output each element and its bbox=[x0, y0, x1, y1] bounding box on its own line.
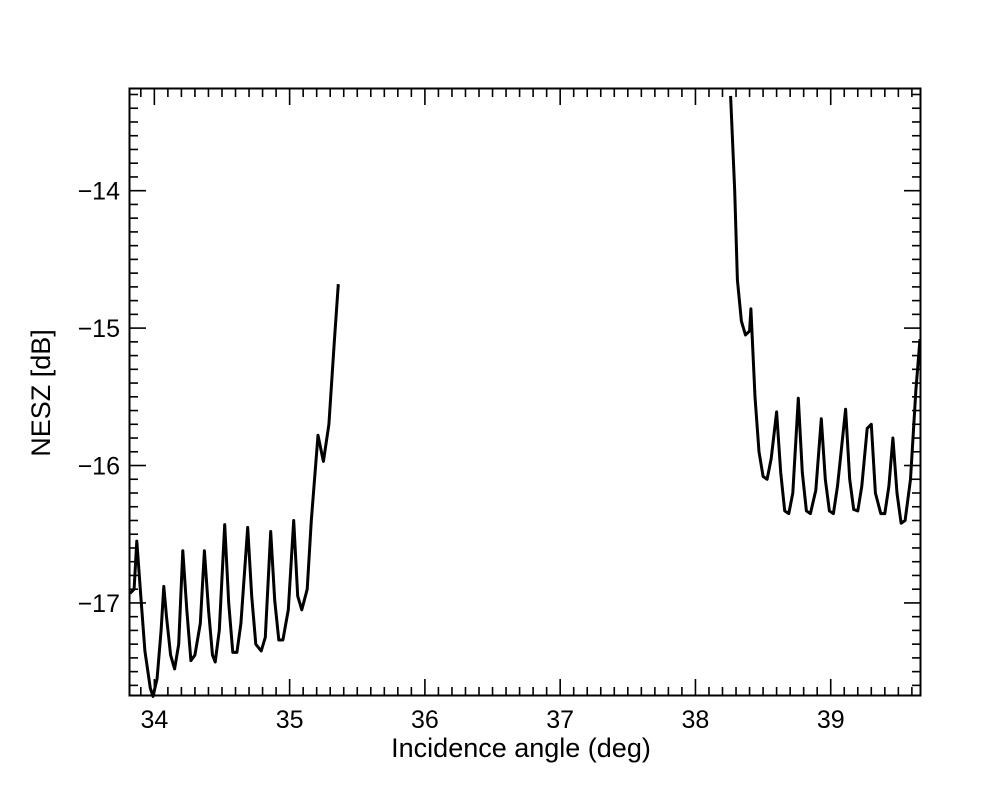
y-tick-label: −16 bbox=[78, 453, 120, 481]
nesz-series-line-1 bbox=[128, 283, 340, 698]
y-tick-label: −15 bbox=[78, 315, 120, 343]
y-tick-label: −14 bbox=[78, 178, 121, 206]
nesz-series-line-2 bbox=[729, 95, 922, 525]
y-tick-label: −17 bbox=[78, 590, 120, 618]
x-tick-label: 38 bbox=[682, 706, 710, 734]
y-axis-label: NESZ [dB] bbox=[26, 329, 56, 457]
axis-ticks bbox=[130, 89, 920, 695]
plot-frame bbox=[128, 87, 922, 697]
x-tick-label: 34 bbox=[140, 706, 168, 734]
x-tick-label: 39 bbox=[817, 706, 845, 734]
x-axis-label: Incidence angle (deg) bbox=[391, 733, 651, 763]
x-tick-label: 35 bbox=[276, 706, 304, 734]
x-tick-label: 37 bbox=[546, 706, 574, 734]
x-tick-label: 36 bbox=[411, 706, 439, 734]
plot-lines bbox=[128, 95, 922, 698]
axis-tick-labels: 34 35 36 37 38 39 −17 −16 −15 −14 bbox=[78, 178, 845, 734]
